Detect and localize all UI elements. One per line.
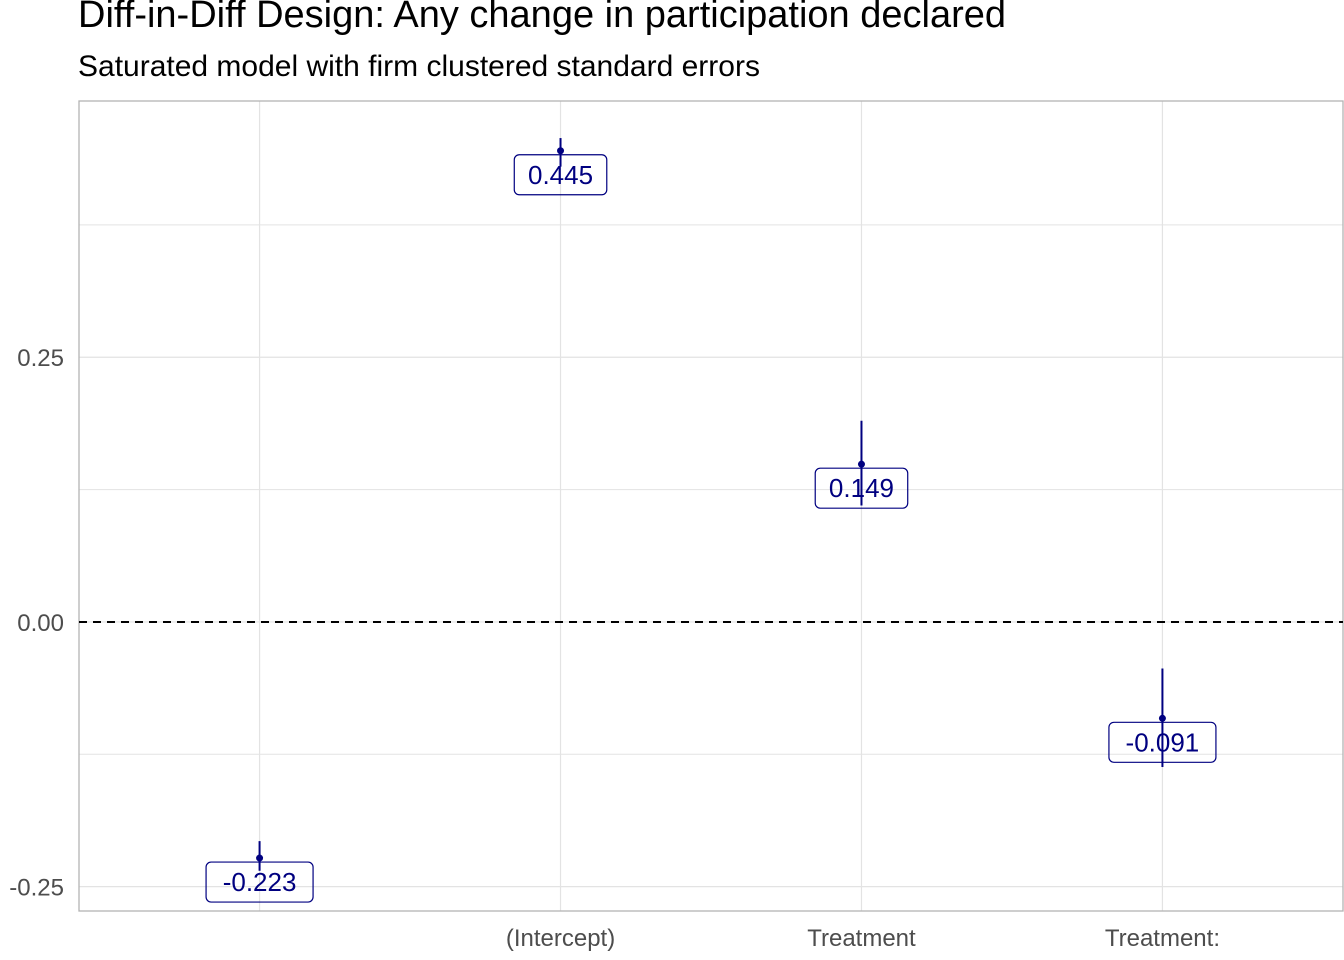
value-label: -0.223 (223, 867, 297, 897)
y-tick-label: -0.25 (9, 875, 64, 902)
value-label: -0.091 (1126, 727, 1200, 757)
panel-border (78, 100, 1344, 912)
y-tick-label: 0.00 (17, 610, 64, 637)
estimate-point (557, 147, 565, 155)
value-label: 0.445 (528, 160, 593, 190)
estimate-point (857, 460, 865, 468)
x-tick-label: (Intercept) (506, 925, 615, 952)
value-label-box (205, 861, 314, 903)
value-label-box (1108, 721, 1217, 763)
chart-title: Diff-in-Diff Design: Any change in parti… (78, 0, 1006, 36)
value-label-box (814, 467, 909, 509)
x-tick-label: Treatment (807, 925, 916, 952)
value-label: 0.149 (829, 473, 894, 503)
y-tick-label: 0.25 (17, 345, 64, 372)
estimate-point (256, 854, 264, 862)
x-tick-label: Treatment: (1105, 925, 1220, 952)
chart-subtitle: Saturated model with firm clustered stan… (78, 50, 760, 83)
value-label-box (513, 154, 608, 196)
estimate-point (1158, 714, 1166, 722)
